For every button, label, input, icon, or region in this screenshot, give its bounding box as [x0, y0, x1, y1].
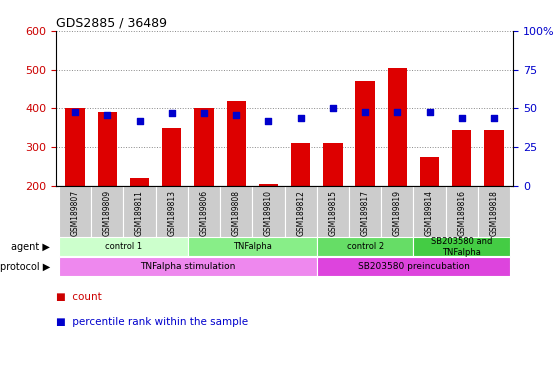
Point [264, 118, 273, 124]
Bar [227, 101, 246, 186]
Bar [420, 157, 439, 186]
Bar [446, 186, 478, 237]
Text: GSM189816: GSM189816 [458, 190, 466, 236]
Bar [123, 186, 156, 237]
Text: protocol ▶: protocol ▶ [0, 262, 50, 271]
Bar [413, 186, 446, 237]
Text: GSM189815: GSM189815 [329, 190, 338, 236]
Text: GSM189806: GSM189806 [200, 190, 209, 236]
Point [329, 105, 338, 111]
Bar [388, 68, 407, 186]
Bar [130, 178, 149, 186]
Bar [59, 237, 188, 256]
Bar [484, 130, 504, 186]
Point [360, 108, 369, 114]
Text: GSM189813: GSM189813 [167, 190, 176, 236]
Bar [452, 130, 472, 186]
Point [71, 108, 80, 114]
Text: control 1: control 1 [105, 242, 142, 251]
Point [167, 110, 176, 116]
Bar [355, 81, 375, 186]
Text: ■  count: ■ count [56, 292, 102, 302]
Bar [156, 186, 188, 237]
Bar [188, 237, 317, 256]
Bar [413, 237, 510, 256]
Bar [188, 186, 220, 237]
Text: GSM189817: GSM189817 [360, 190, 369, 236]
Point [103, 111, 112, 118]
Text: control 2: control 2 [347, 242, 384, 251]
Text: SB203580 preincubation: SB203580 preincubation [358, 262, 469, 271]
Text: GSM189810: GSM189810 [264, 190, 273, 236]
Bar [285, 186, 317, 237]
Bar [317, 186, 349, 237]
Text: TNFalpha stimulation: TNFalpha stimulation [140, 262, 235, 271]
Bar [478, 186, 510, 237]
Text: ■  percentile rank within the sample: ■ percentile rank within the sample [56, 317, 248, 327]
Bar [317, 257, 510, 276]
Point [458, 115, 466, 121]
Point [232, 111, 240, 118]
Point [489, 115, 498, 121]
Text: GSM189819: GSM189819 [393, 190, 402, 236]
Bar [381, 186, 413, 237]
Text: agent ▶: agent ▶ [11, 242, 50, 252]
Bar [317, 237, 413, 256]
Bar [59, 257, 317, 276]
Bar [194, 108, 214, 186]
Text: GSM189809: GSM189809 [103, 190, 112, 236]
Text: GSM189812: GSM189812 [296, 190, 305, 236]
Text: GSM189818: GSM189818 [489, 190, 498, 236]
Bar [98, 112, 117, 186]
Text: GSM189814: GSM189814 [425, 190, 434, 236]
Bar [92, 186, 123, 237]
Point [296, 115, 305, 121]
Point [135, 118, 144, 124]
Bar [291, 143, 310, 186]
Bar [349, 186, 381, 237]
Bar [162, 128, 181, 186]
Bar [323, 143, 343, 186]
Text: GSM189807: GSM189807 [71, 190, 80, 236]
Point [425, 108, 434, 114]
Bar [59, 186, 92, 237]
Text: TNFalpha: TNFalpha [233, 242, 272, 251]
Point [200, 110, 209, 116]
Bar [65, 108, 85, 186]
Text: GSM189808: GSM189808 [232, 190, 240, 236]
Bar [259, 184, 278, 186]
Point [393, 108, 402, 114]
Bar [252, 186, 285, 237]
Text: GSM189811: GSM189811 [135, 190, 144, 236]
Text: GDS2885 / 36489: GDS2885 / 36489 [56, 17, 167, 30]
Text: SB203580 and
TNFalpha: SB203580 and TNFalpha [431, 237, 493, 257]
Bar [220, 186, 252, 237]
